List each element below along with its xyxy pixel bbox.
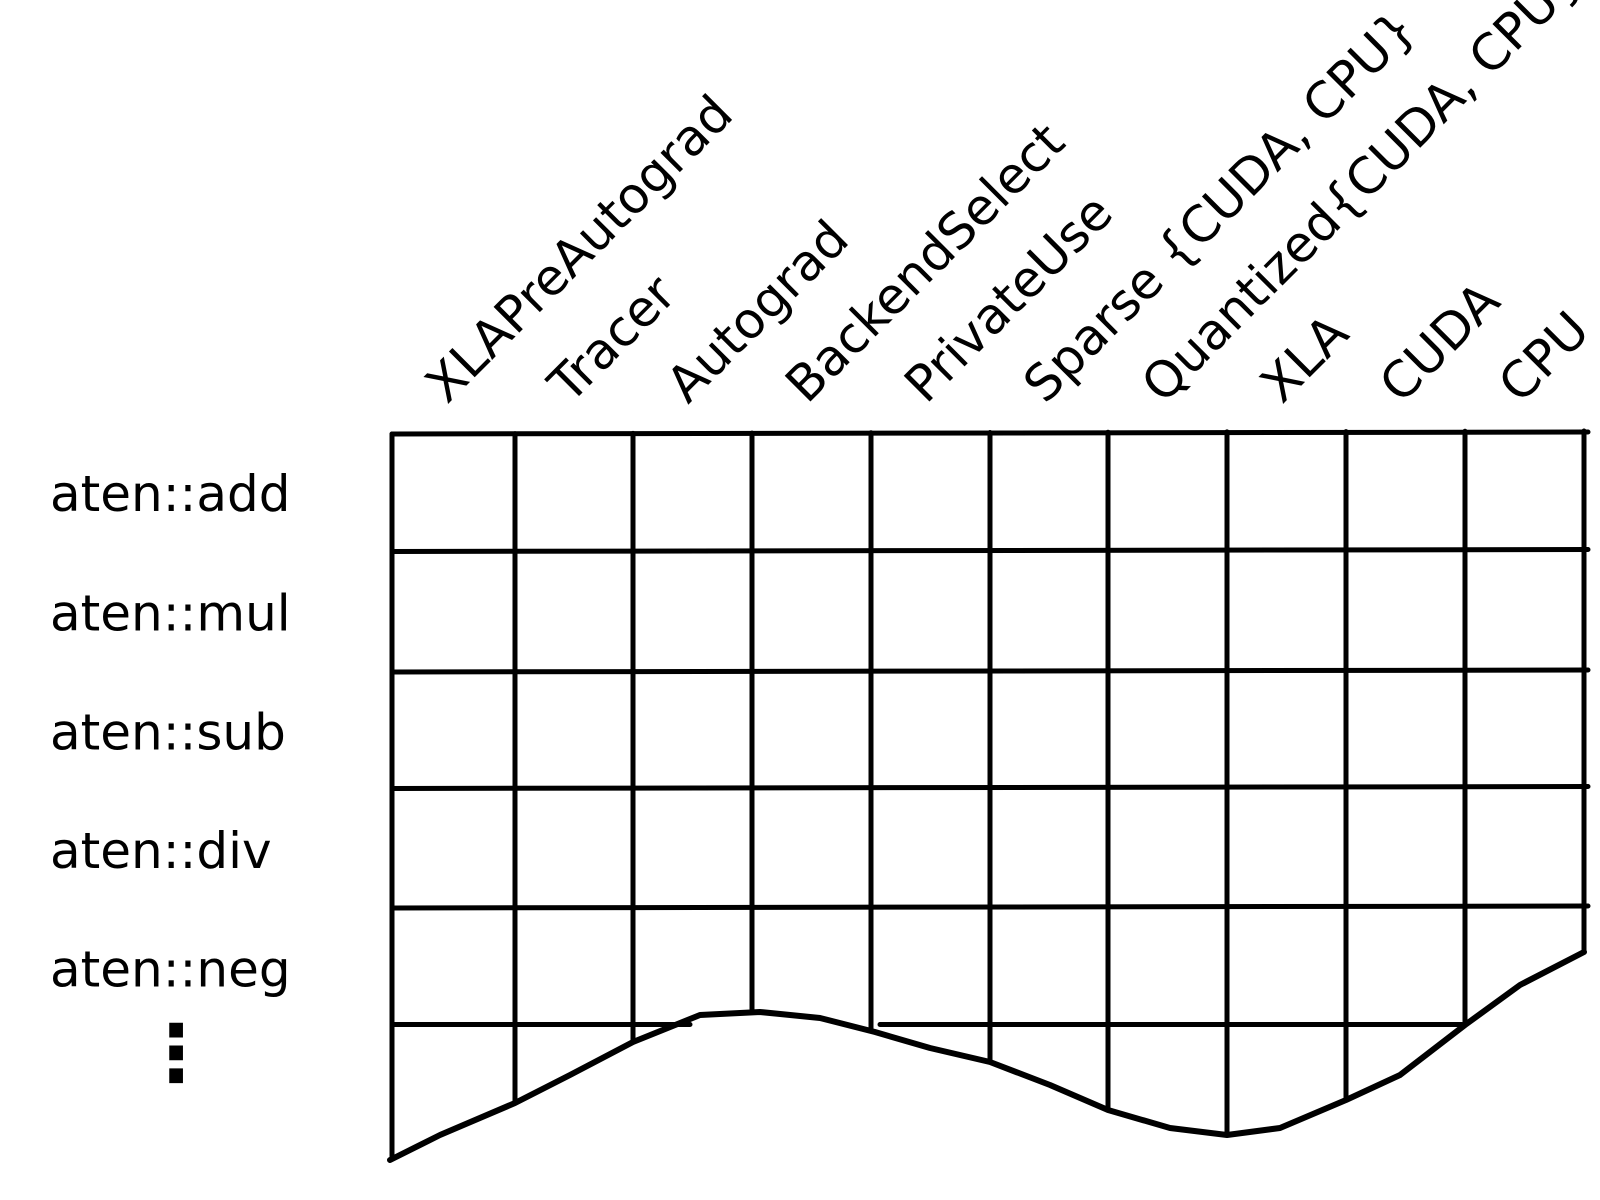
grid-horizontal-line [389,547,1591,554]
row-header-label: aten::mul [50,585,291,643]
row-header-label: aten::sub [50,704,286,762]
torn-bottom-edge [387,949,1587,1163]
grid-horizontal-line [389,784,1591,791]
column-header-label: CUDA [1368,271,1510,413]
row-header-label: aten::neg [50,941,291,999]
continuation-ellipsis: ⋮ [137,1009,215,1099]
grid-horizontal-line [389,903,1591,911]
grid-horizontal-line [389,429,1591,437]
grid-horizontal-line [389,667,1591,675]
dispatch-grid [387,428,1591,1163]
column-header-label: XLA [1249,304,1359,414]
row-headers: aten::addaten::mulaten::subaten::divaten… [50,465,291,999]
row-header-label: aten::div [50,822,272,880]
row-header-label: aten::add [50,465,291,523]
column-headers: XLAPreAutogradTracerAutogradBackendSelec… [414,0,1600,414]
